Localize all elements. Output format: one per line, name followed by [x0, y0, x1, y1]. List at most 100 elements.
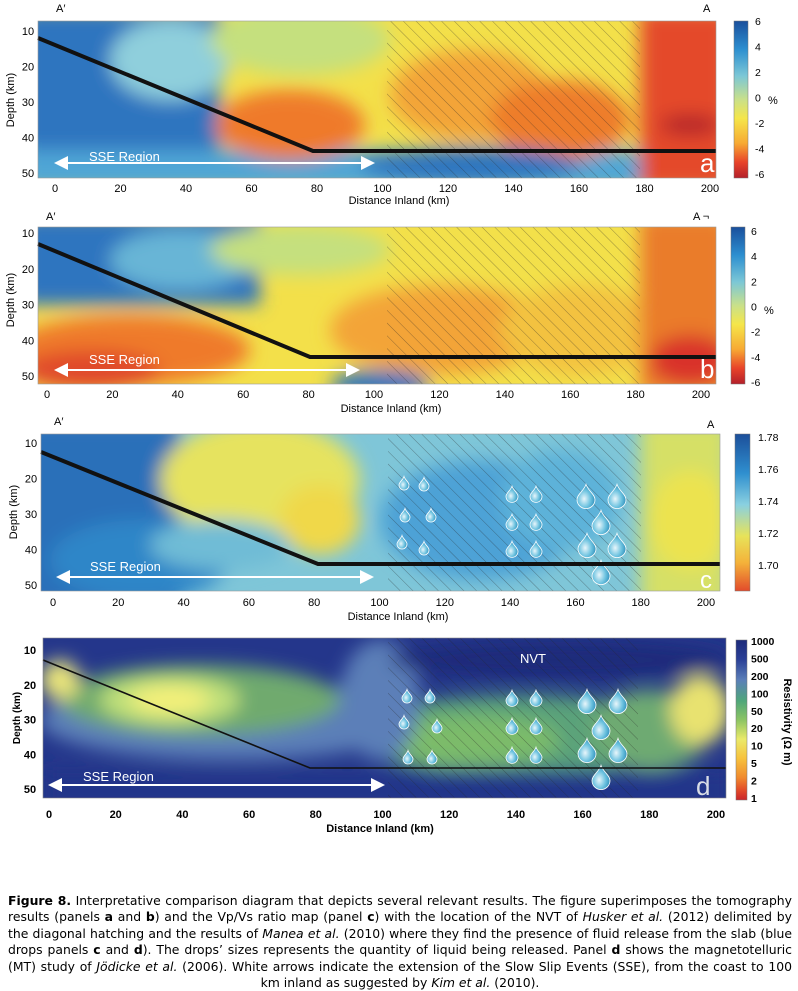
colorbar-tick-label: 4: [755, 42, 761, 54]
y-axis-label: Depth (km): [8, 485, 20, 539]
caption-text: ) with the location of the NVT of: [374, 909, 583, 925]
x-tick-label: 0: [44, 389, 50, 401]
y-ticks: 10 20 30 40 50: [22, 26, 34, 180]
fluid-drop-icon: [424, 688, 436, 704]
fluid-drop-icon: [529, 484, 543, 503]
fluid-drop-icon: [529, 539, 543, 558]
x-tick-label: 60: [243, 597, 255, 609]
fluid-drop-icon: [425, 507, 437, 523]
colorbar: [735, 639, 748, 801]
caption-citation: Manea et al.: [262, 925, 340, 941]
caption-text: and: [100, 942, 134, 958]
colorbar-tick-label: 2: [755, 67, 761, 79]
fluid-drop-icon: [505, 539, 519, 558]
x-tick-label: 0: [46, 809, 52, 821]
colorbar-tick-label: 200: [751, 671, 769, 683]
caption-text: (2012) delimited by the diagonal hatchin…: [8, 909, 792, 941]
x-tick-label: 120: [440, 809, 458, 821]
fluid-drops: [396, 475, 627, 585]
x-tick-label: 120: [430, 389, 448, 401]
x-tick-label: 200: [697, 597, 715, 609]
x-tick-label: 160: [570, 183, 588, 195]
x-tick-label: 80: [302, 389, 314, 401]
sse-arrow: SSE Region: [56, 559, 374, 584]
fluid-drop-icon: [505, 688, 519, 707]
fluid-drop-icon: [505, 484, 519, 503]
y-tick-label: 10: [25, 438, 37, 450]
colorbar-tick-label: -2: [751, 327, 760, 339]
fluid-drop-icon: [426, 749, 438, 765]
x-tick-label: 180: [635, 183, 653, 195]
figure: SSE Region a A′ A Depth (km) Distance In…: [5, 3, 793, 835]
fluid-drop-icon: [399, 507, 411, 523]
x-tick-label: 20: [110, 809, 122, 821]
x-tick-label: 100: [370, 597, 388, 609]
label-a-prime: A′: [46, 211, 55, 223]
x-tick-label: 40: [177, 597, 189, 609]
colorbar-tick-label: 1.76: [758, 464, 779, 476]
x-tick-label: 0: [50, 597, 56, 609]
x-tick-label: 60: [243, 809, 255, 821]
y-tick-label: 10: [24, 645, 36, 657]
caption-text: (2010) where they find the presence of f…: [8, 925, 792, 958]
colorbar-tick-label: 6: [751, 226, 757, 238]
fluid-drop-icon: [591, 508, 611, 535]
x-tick-label: 140: [504, 183, 522, 195]
x-tick-label: 200: [707, 809, 725, 821]
colorbar-tick-label: 500: [751, 653, 769, 665]
x-tick-label: 100: [373, 809, 391, 821]
x-tick-label: 180: [640, 809, 658, 821]
colorbar-tick-label: 2: [751, 776, 757, 788]
caption-text: (2006). White arrows indicate the extens…: [177, 958, 792, 991]
label-a: A ¬: [693, 211, 709, 223]
fluid-drop-icon: [608, 687, 628, 714]
panel-a: SSE Region a A′ A Depth (km) Distance In…: [5, 3, 778, 207]
x-tick-label: 80: [311, 183, 323, 195]
x-tick-label: 40: [180, 183, 192, 195]
y-tick-label: 20: [25, 474, 37, 486]
y-tick-label: 30: [24, 715, 36, 727]
colorbar-title: Resistivity (Ω m): [781, 678, 793, 765]
x-tick-label: 80: [308, 597, 320, 609]
y-axis-label: Depth (km): [12, 692, 23, 744]
x-axis-label: Distance Inland (km): [326, 823, 434, 835]
fluid-drop-icon: [431, 718, 443, 734]
x-tick-label: 60: [237, 389, 249, 401]
sse-arrow: SSE Region: [54, 149, 375, 170]
fluid-drop-icon: [505, 512, 519, 531]
x-tick-label: 120: [436, 597, 454, 609]
colorbar-tick-label: 1.72: [758, 528, 779, 540]
sse-arrow: SSE Region: [48, 769, 385, 792]
y-ticks: 10 20 30 40 50: [24, 645, 36, 796]
colorbar-tick-label: -4: [755, 144, 764, 156]
sse-label: SSE Region: [90, 559, 161, 574]
fluid-drop-icon: [576, 482, 596, 509]
colorbar-ticks: 6 4 2 0 -2 -4 -6: [755, 16, 764, 181]
y-tick-label: 40: [24, 749, 36, 761]
caption-text: ). The drops’ sizes represents the quant…: [142, 942, 612, 958]
x-tick-label: 160: [573, 809, 591, 821]
x-tick-label: 100: [365, 389, 383, 401]
x-axis-label: Distance Inland (km): [349, 195, 450, 207]
x-tick-label: 160: [566, 597, 584, 609]
colorbar-tick-label: 5: [751, 758, 757, 770]
caption-panel-ref: c: [93, 942, 101, 958]
fluid-drop-icon: [418, 540, 430, 556]
y-ticks: 10 20 30 40 50: [25, 438, 37, 592]
caption-citation: Jödicke et al.: [96, 958, 178, 974]
fluid-drop-icon: [607, 531, 627, 558]
caption-citation: Kim et al.: [431, 975, 491, 991]
fluid-drop-icon: [608, 736, 628, 763]
x-tick-label: 200: [692, 389, 710, 401]
fluid-drop-icon: [529, 745, 543, 764]
colorbar: [733, 20, 749, 179]
nvt-label: NVT: [520, 651, 546, 666]
panel-c: SSE Region c A′ A Depth (km) Distance In…: [8, 416, 779, 623]
x-tick-label: 140: [496, 389, 514, 401]
sse-label: SSE Region: [89, 149, 160, 164]
x-ticks: 0 20 40 60 80 100 120 140 160 180 200: [44, 389, 710, 401]
y-tick-label: 20: [24, 680, 36, 692]
x-tick-label: 60: [245, 183, 257, 195]
fluid-drop-icon: [418, 476, 430, 492]
fluid-drop-icon: [398, 714, 410, 730]
